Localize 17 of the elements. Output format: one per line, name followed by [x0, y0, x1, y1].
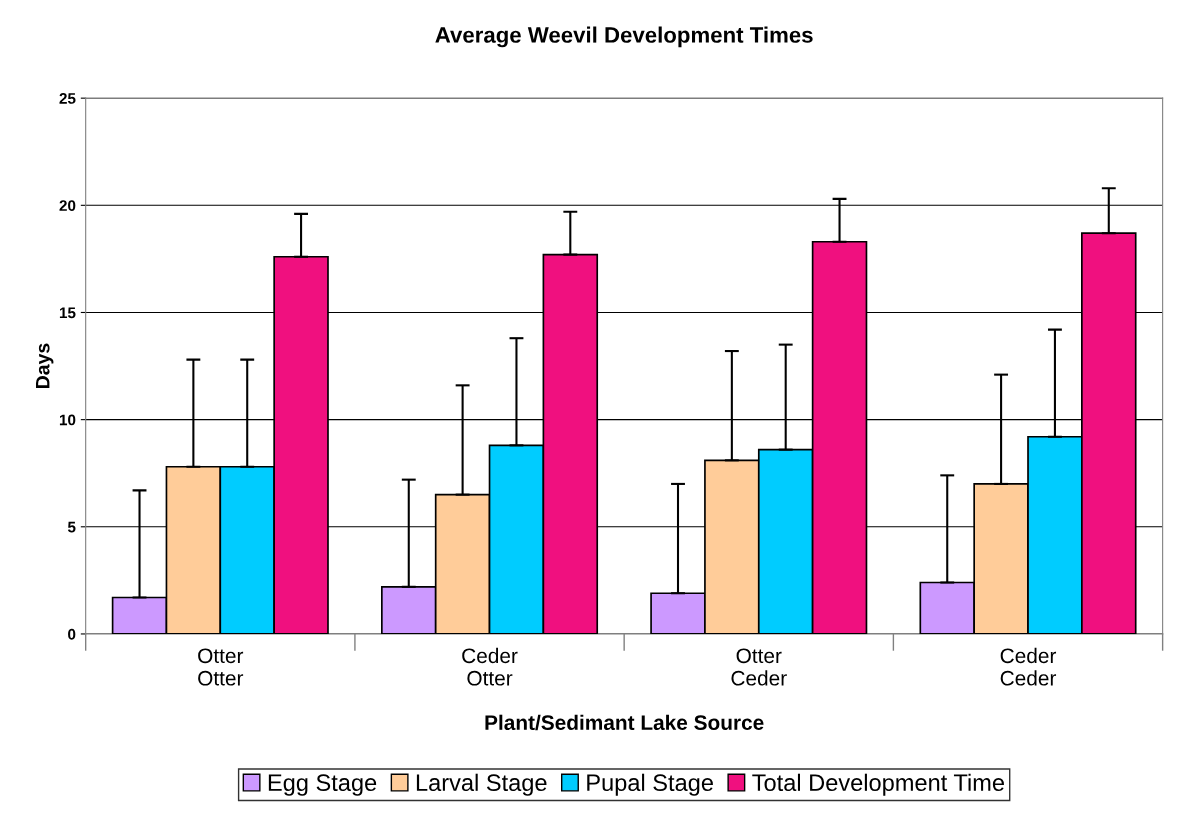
- y-tick-label: 20: [59, 200, 76, 211]
- x-tick-label: Ceder Otter: [462, 647, 518, 686]
- x-axis-title: Plant/Sedimant Lake Source: [485, 714, 764, 731]
- y-tick-label: 0: [68, 628, 76, 640]
- legend-label: Egg Stage: [268, 774, 377, 796]
- legend-label: Total Development Time: [752, 773, 1004, 796]
- y-tick-label: 10: [59, 414, 76, 426]
- y-axis-title: Days: [36, 343, 54, 388]
- x-tick-label: Otter Ceder: [731, 648, 787, 686]
- y-tick-label: 5: [67, 521, 76, 533]
- y-tick-label: 25: [59, 93, 76, 104]
- x-tick-label: Otter Otter: [198, 648, 244, 686]
- legend-label: Larval Stage: [416, 773, 547, 796]
- y-tick-label: 15: [59, 307, 76, 319]
- legend-label: Pupal Stage: [587, 773, 713, 796]
- x-tick-label: Ceder Ceder: [1000, 647, 1057, 686]
- chart-title: Average Weevil Development Times: [435, 26, 813, 48]
